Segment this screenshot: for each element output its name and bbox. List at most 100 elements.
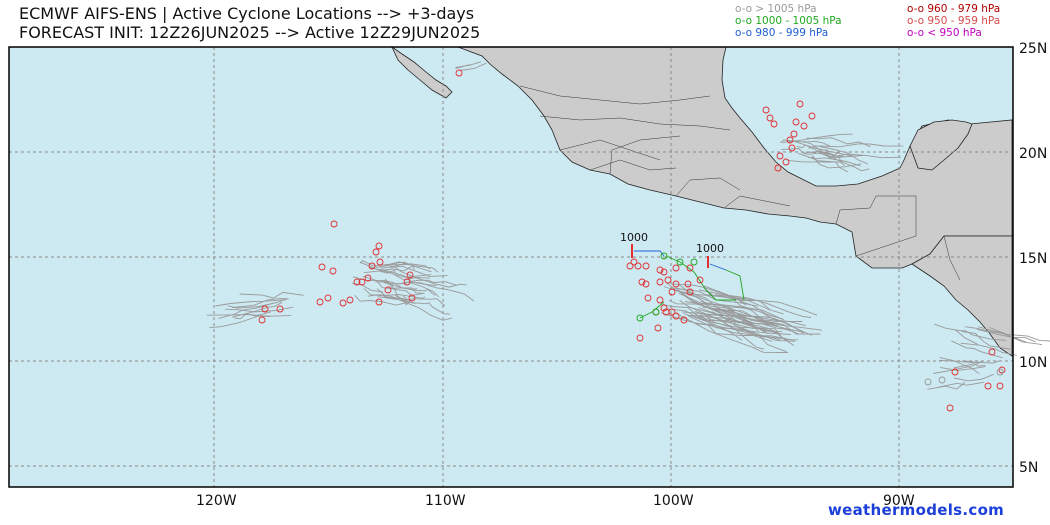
ensemble-track xyxy=(807,157,849,173)
ensemble-track xyxy=(378,269,432,278)
ensemble-track xyxy=(661,312,773,342)
low-marker xyxy=(261,305,269,313)
low-marker xyxy=(258,316,266,324)
low-marker xyxy=(800,122,808,130)
ensemble-track xyxy=(661,303,759,332)
ensemble-track xyxy=(669,288,769,335)
low-marker xyxy=(455,69,463,77)
low-marker xyxy=(376,258,384,266)
ensemble-track xyxy=(408,281,475,302)
ensemble-track xyxy=(806,137,871,148)
ensemble-track xyxy=(675,312,789,353)
low-marker xyxy=(988,348,996,356)
credit-text[interactable]: weathermodels.com xyxy=(828,501,1005,519)
ensemble-track xyxy=(962,360,1000,364)
lat-label-10n: 10N xyxy=(1019,355,1047,371)
track-980-999-b xyxy=(709,263,727,271)
low-marker-grey xyxy=(996,368,1004,376)
low-marker xyxy=(782,158,790,166)
low-marker xyxy=(630,258,638,266)
ensemble-track xyxy=(231,298,289,308)
legend-item-950-959: o-o 950 - 959 hPa xyxy=(907,15,1001,27)
low-marker xyxy=(770,120,778,128)
ensemble-track xyxy=(369,267,437,286)
ensemble-track xyxy=(394,294,446,307)
low-marker xyxy=(762,106,770,114)
low-marker xyxy=(796,100,804,108)
low-marker xyxy=(372,248,380,256)
low-marker xyxy=(951,368,959,376)
lat-label-25n: 25N xyxy=(1019,41,1047,57)
lat-label-20n: 20N xyxy=(1019,146,1047,162)
low-marker xyxy=(324,294,332,302)
ensemble-track xyxy=(953,373,994,382)
low-marker xyxy=(656,296,664,304)
low-marker xyxy=(626,262,634,270)
low-marker xyxy=(406,271,414,279)
pressure-label-b: 1000 xyxy=(696,242,724,255)
ensemble-track xyxy=(678,283,779,327)
lon-label-100w: 100W xyxy=(653,493,694,509)
ensemble-track xyxy=(780,139,831,147)
graticule xyxy=(9,47,1013,487)
lon-label-120w: 120W xyxy=(196,493,237,509)
legend-item-lt950: o-o < 950 hPa xyxy=(907,27,982,39)
low-marker xyxy=(634,262,642,270)
low-marker xyxy=(672,264,680,272)
track-1000-1005-b xyxy=(725,269,745,301)
low-marker xyxy=(686,264,694,272)
ensemble-track xyxy=(819,143,904,148)
low-marker xyxy=(668,288,676,296)
low-marker xyxy=(672,312,680,320)
low-marker xyxy=(672,280,680,288)
low-marker xyxy=(788,144,796,152)
ensemble-track xyxy=(960,342,1017,356)
ensemble-track xyxy=(455,61,482,68)
ensemble-track xyxy=(215,299,286,307)
ensemble-track xyxy=(806,151,870,172)
low-marker xyxy=(642,280,650,288)
low-markers xyxy=(258,69,1006,412)
ensemble-track xyxy=(209,315,271,329)
low-marker xyxy=(996,382,1004,390)
track-980-999 xyxy=(634,250,665,257)
yucatan-peninsula xyxy=(909,119,973,171)
ensemble-track xyxy=(670,283,771,311)
ensemble-track xyxy=(703,287,785,320)
ensemble-track xyxy=(811,155,861,167)
lat-label-5n: 5N xyxy=(1019,460,1038,476)
low-marker xyxy=(946,404,954,412)
low-marker xyxy=(375,242,383,250)
low-marker xyxy=(403,278,411,286)
ensemble-track xyxy=(798,152,862,169)
ensemble-track xyxy=(953,363,986,369)
low-marker xyxy=(656,278,664,286)
low-marker xyxy=(364,274,372,282)
central-america xyxy=(911,235,1013,357)
lon-label-110w: 110W xyxy=(425,493,466,509)
low-marker xyxy=(318,263,326,271)
ensemble-track xyxy=(354,294,409,306)
lon-label-90w: 90W xyxy=(883,493,915,509)
ensemble-track xyxy=(694,310,791,335)
low-marker xyxy=(654,324,662,332)
ensemble-track xyxy=(363,263,415,274)
ensemble-track xyxy=(964,326,1027,343)
ensemble-track xyxy=(938,381,985,388)
ensemble-track xyxy=(804,151,863,159)
legend-item-1000-1005: o-o 1000 - 1005 hPa xyxy=(735,15,842,27)
ensemble-track xyxy=(669,299,783,320)
low-marker xyxy=(686,288,694,296)
low-marker xyxy=(408,294,416,302)
ensemble-track xyxy=(379,261,432,273)
mexico-mainland xyxy=(457,46,1013,269)
ensemble-track xyxy=(239,291,304,299)
ensemble-track xyxy=(224,306,293,313)
land-masses xyxy=(391,45,1013,357)
legend-item-980-999: o-o 980 - 999 hPa xyxy=(735,27,829,39)
low-marker xyxy=(786,136,794,144)
colored-tracks xyxy=(634,250,745,319)
low-marker xyxy=(696,276,704,284)
low-marker xyxy=(638,278,646,286)
low-marker xyxy=(774,164,782,172)
